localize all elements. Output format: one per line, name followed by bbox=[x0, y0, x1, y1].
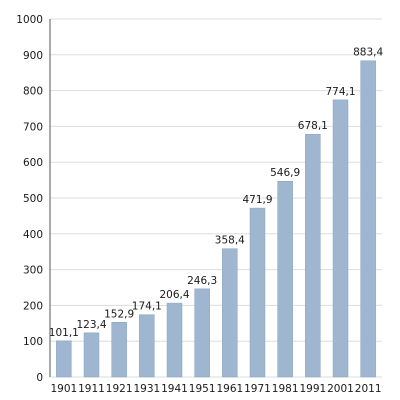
y-tick-label: 700 bbox=[23, 121, 43, 133]
y-tick-label: 300 bbox=[23, 265, 43, 277]
bar bbox=[332, 99, 349, 378]
data-label: 774,1 bbox=[325, 86, 355, 98]
x-tick-label: 2001 bbox=[327, 383, 354, 395]
bar bbox=[360, 60, 376, 378]
data-label: 152,9 bbox=[104, 308, 134, 320]
x-tick-label: 1951 bbox=[189, 383, 216, 395]
y-tick-label: 500 bbox=[23, 193, 43, 205]
x-tick-label: 1911 bbox=[78, 383, 105, 395]
y-tick-label: 100 bbox=[23, 336, 43, 348]
y-tick-label: 200 bbox=[23, 300, 43, 312]
bars bbox=[56, 60, 376, 378]
bar bbox=[56, 340, 72, 378]
x-tick-label: 2011 bbox=[355, 383, 382, 395]
bar bbox=[305, 133, 321, 378]
data-label: 123,4 bbox=[76, 319, 106, 331]
x-tick-label: 1981 bbox=[272, 383, 299, 395]
bar bbox=[139, 314, 155, 378]
y-tick-label: 900 bbox=[23, 50, 43, 62]
x-tick-label: 1971 bbox=[244, 383, 271, 395]
y-tick-label: 0 bbox=[36, 372, 43, 384]
data-label: 546,9 bbox=[270, 167, 300, 179]
bar bbox=[194, 288, 210, 378]
bar bbox=[249, 207, 266, 378]
x-tick-label: 1991 bbox=[299, 383, 326, 395]
x-tick-label: 1921 bbox=[106, 383, 133, 395]
x-tick-label: 1961 bbox=[216, 383, 243, 395]
data-label: 246,3 bbox=[187, 275, 217, 287]
bar bbox=[222, 248, 238, 378]
x-tick-label: 1931 bbox=[133, 383, 160, 395]
data-label: 206,4 bbox=[159, 289, 189, 301]
x-axis: 1901 1911 1921 1931 1941 1951 1961 1971 1981 1991… bbox=[50, 383, 381, 395]
data-label: 174,1 bbox=[132, 301, 162, 313]
data-label: 883,4 bbox=[353, 47, 383, 59]
data-label: 471,9 bbox=[242, 194, 272, 206]
data-label: 358,4 bbox=[215, 235, 245, 247]
data-label: 101,1 bbox=[49, 327, 79, 339]
y-tick-label: 400 bbox=[23, 229, 43, 241]
data-label: 678,1 bbox=[298, 120, 328, 132]
x-tick-label: 1901 bbox=[50, 383, 77, 395]
y-tick-label: 600 bbox=[23, 157, 43, 169]
y-tick-label: 800 bbox=[23, 86, 43, 98]
bar bbox=[277, 180, 293, 378]
bar bbox=[111, 322, 127, 378]
bar bbox=[166, 302, 183, 378]
y-tick-label: 1000 bbox=[16, 14, 43, 26]
grid-lines bbox=[50, 18, 382, 378]
x-tick-label: 1941 bbox=[161, 383, 188, 395]
y-axis: 0 100 200 300 400 500 600 700 800 900 1000 bbox=[16, 14, 43, 384]
bar bbox=[83, 332, 100, 378]
